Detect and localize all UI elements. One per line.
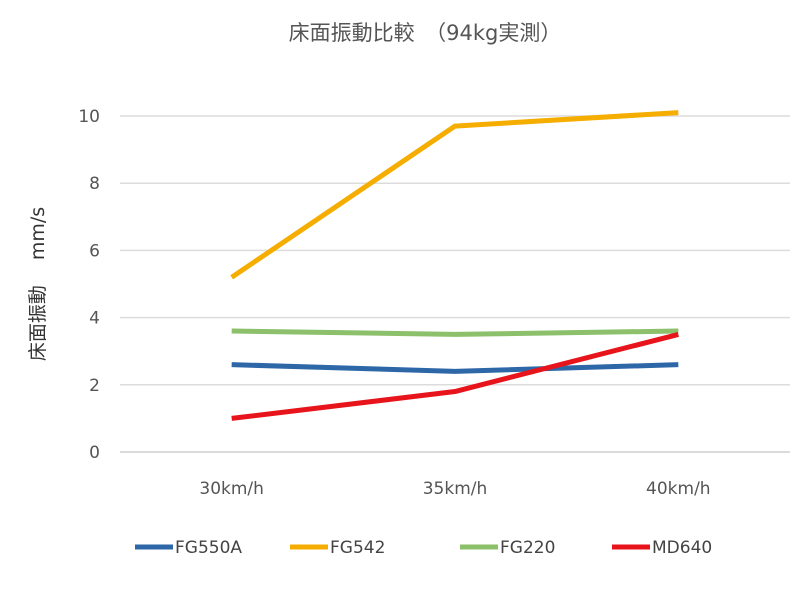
legend-label: FG220	[500, 538, 555, 558]
y-axis-label: 床面振動 mm/s	[27, 207, 49, 361]
y-tick-label: 4	[89, 309, 100, 329]
x-tick-label: 35km/h	[423, 479, 488, 499]
series-line-fg220	[231, 328, 679, 337]
legend-item-fg220: FG220	[460, 538, 555, 558]
y-tick-label: 8	[89, 174, 100, 194]
x-tick-label: 40km/h	[646, 479, 711, 499]
chart-title: 床面振動比較 （94kg実測）	[289, 21, 562, 45]
series-line-fg542	[230, 110, 679, 280]
legend-label: FG550A	[175, 538, 242, 558]
y-tick-label: 10	[78, 107, 100, 127]
y-tick-label: 2	[89, 376, 100, 396]
series-line-fg550a	[231, 362, 679, 374]
y-tick-label: 6	[89, 241, 100, 261]
legend-label: MD640	[652, 538, 712, 558]
legend-item-md640: MD640	[612, 538, 712, 558]
legend-item-fg542: FG542	[290, 538, 385, 558]
series-line-md640	[231, 331, 679, 421]
legend-label: FG542	[330, 538, 385, 558]
y-tick-label: 0	[89, 443, 100, 463]
legend-item-fg550a: FG550A	[135, 538, 242, 558]
x-tick-label: 30km/h	[199, 479, 264, 499]
